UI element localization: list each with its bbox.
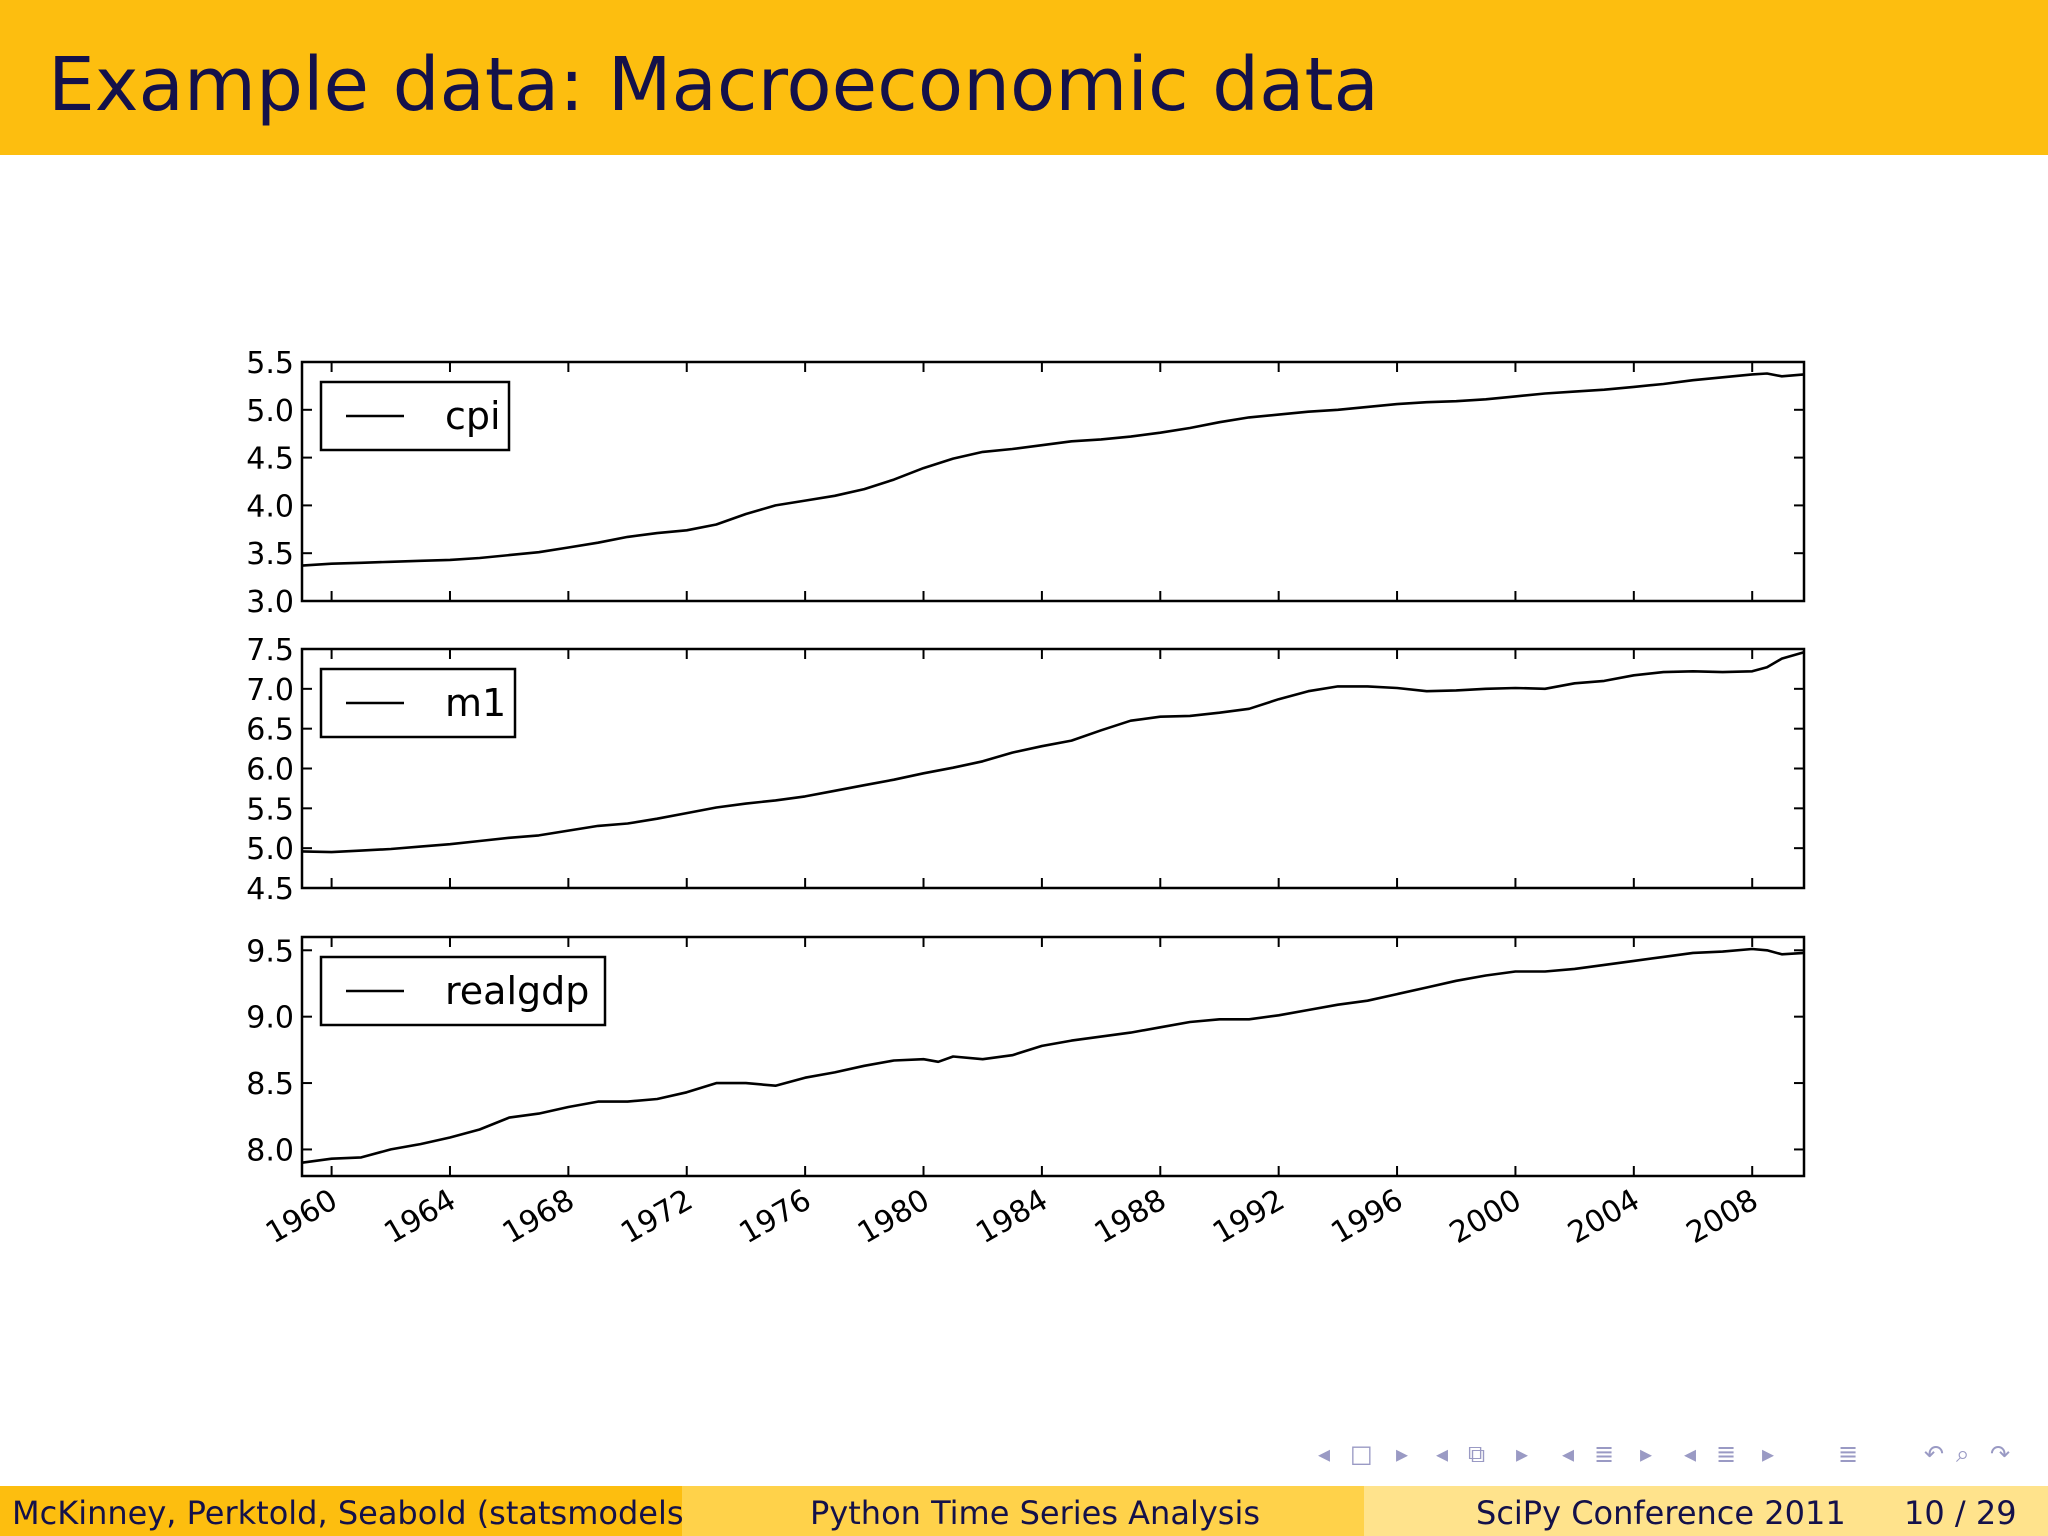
plot-frame-realgdp [300,935,1806,1178]
y-tick-label: 4.5 [246,442,294,477]
y-tick-label: 9.0 [246,1001,294,1036]
chart-figure: 5.5 5.0 4.5 4.0 3.5 3.0 cpi 7.5 7.0 6.5 6.0 5.5 5.0 4… [246,346,1806,1251]
x-tick-label: 1976 [734,1183,818,1251]
toc-icon[interactable]: ≣ [1838,1440,1859,1468]
footer-middle: Python Time Series Analysis [682,1486,1364,1536]
y-tick-label: 9.5 [246,934,294,969]
section-icon[interactable]: ≣ [1594,1440,1615,1468]
subsection-next-icon[interactable]: ▸ [1516,1440,1529,1468]
title-bar: Example data: Macroeconomic data [0,0,2048,155]
section-prev-icon-2[interactable]: ◂ [1684,1440,1697,1468]
series-line-cpi [301,372,1805,567]
y-tick-label: 4.5 [246,872,294,907]
x-tick-label: 1972 [615,1183,699,1251]
y-tick-label: 7.5 [246,633,294,668]
y-tick-label: 5.5 [246,346,294,381]
y-tick-label: 3.0 [246,585,294,620]
x-tick-label: 1996 [1325,1183,1409,1251]
x-tick-label: 1960 [260,1183,344,1251]
x-tick-label: 1964 [378,1183,462,1251]
section-icon-2[interactable]: ≣ [1716,1440,1737,1468]
x-tick-label: 1988 [1089,1183,1173,1251]
x-tick-label: 1980 [852,1183,936,1251]
x-tick-label: 2000 [1444,1183,1528,1251]
search-icon[interactable]: ⌕ [1956,1440,1970,1468]
y-tick-label: 8.0 [246,1133,294,1168]
forward-icon[interactable]: ↷ [1990,1440,2011,1468]
y-tick-label: 7.0 [246,673,294,708]
footer-authors: McKinney, Perktold, Seabold (statsmodels… [12,1494,697,1532]
x-tick-label: 1984 [970,1183,1054,1251]
back-icon[interactable]: ↶ [1924,1440,1945,1468]
y-tick-label: 4.0 [246,489,294,524]
plot-frame-m1 [300,647,1806,890]
x-tick-label: 1992 [1207,1183,1291,1251]
footer-page-number: 10 / 29 [1904,1494,2017,1532]
x-tick-label: 2008 [1681,1183,1765,1251]
footer: McKinney, Perktold, Seabold (statsmodels… [0,1486,2048,1536]
x-tick-label: 1968 [497,1183,581,1251]
subsection-prev-icon[interactable]: ◂ [1436,1440,1449,1468]
footer-talk-title: Python Time Series Analysis [810,1494,1260,1532]
section-prev-icon[interactable]: ◂ [1562,1440,1575,1468]
footer-right: SciPy Conference 2011 10 / 29 [1364,1486,2048,1536]
slide-title: Example data: Macroeconomic data [48,42,1379,128]
y-tick-label: 6.0 [246,753,294,788]
legend-label: realgdp [445,969,589,1013]
y-tick-label: 6.5 [246,713,294,748]
series-line-m1 [301,650,1805,854]
frame-icon[interactable]: □ [1350,1440,1373,1468]
y-tick-label: 3.5 [246,537,294,572]
section-next-icon-2[interactable]: ▸ [1762,1440,1775,1468]
series-line-realgdp [301,947,1805,1164]
frame-next-icon[interactable]: ▸ [1396,1440,1409,1468]
y-tick-label: 5.5 [246,792,294,827]
y-tick-label: 5.0 [246,394,294,429]
x-tick-label: 2004 [1562,1183,1646,1251]
footer-conference: SciPy Conference 2011 [1476,1494,1846,1532]
footer-left: McKinney, Perktold, Seabold (statsmodels… [0,1486,696,1536]
subsection-icon[interactable]: ⧉ [1468,1440,1486,1468]
y-tick-label: 8.5 [246,1067,294,1102]
frame-prev-icon[interactable]: ◂ [1318,1440,1331,1468]
legend-label: cpi [445,394,501,438]
section-next-icon[interactable]: ▸ [1640,1440,1653,1468]
y-tick-label: 5.0 [246,832,294,867]
plot-frame-cpi [300,360,1806,603]
legend-label: m1 [445,681,506,725]
